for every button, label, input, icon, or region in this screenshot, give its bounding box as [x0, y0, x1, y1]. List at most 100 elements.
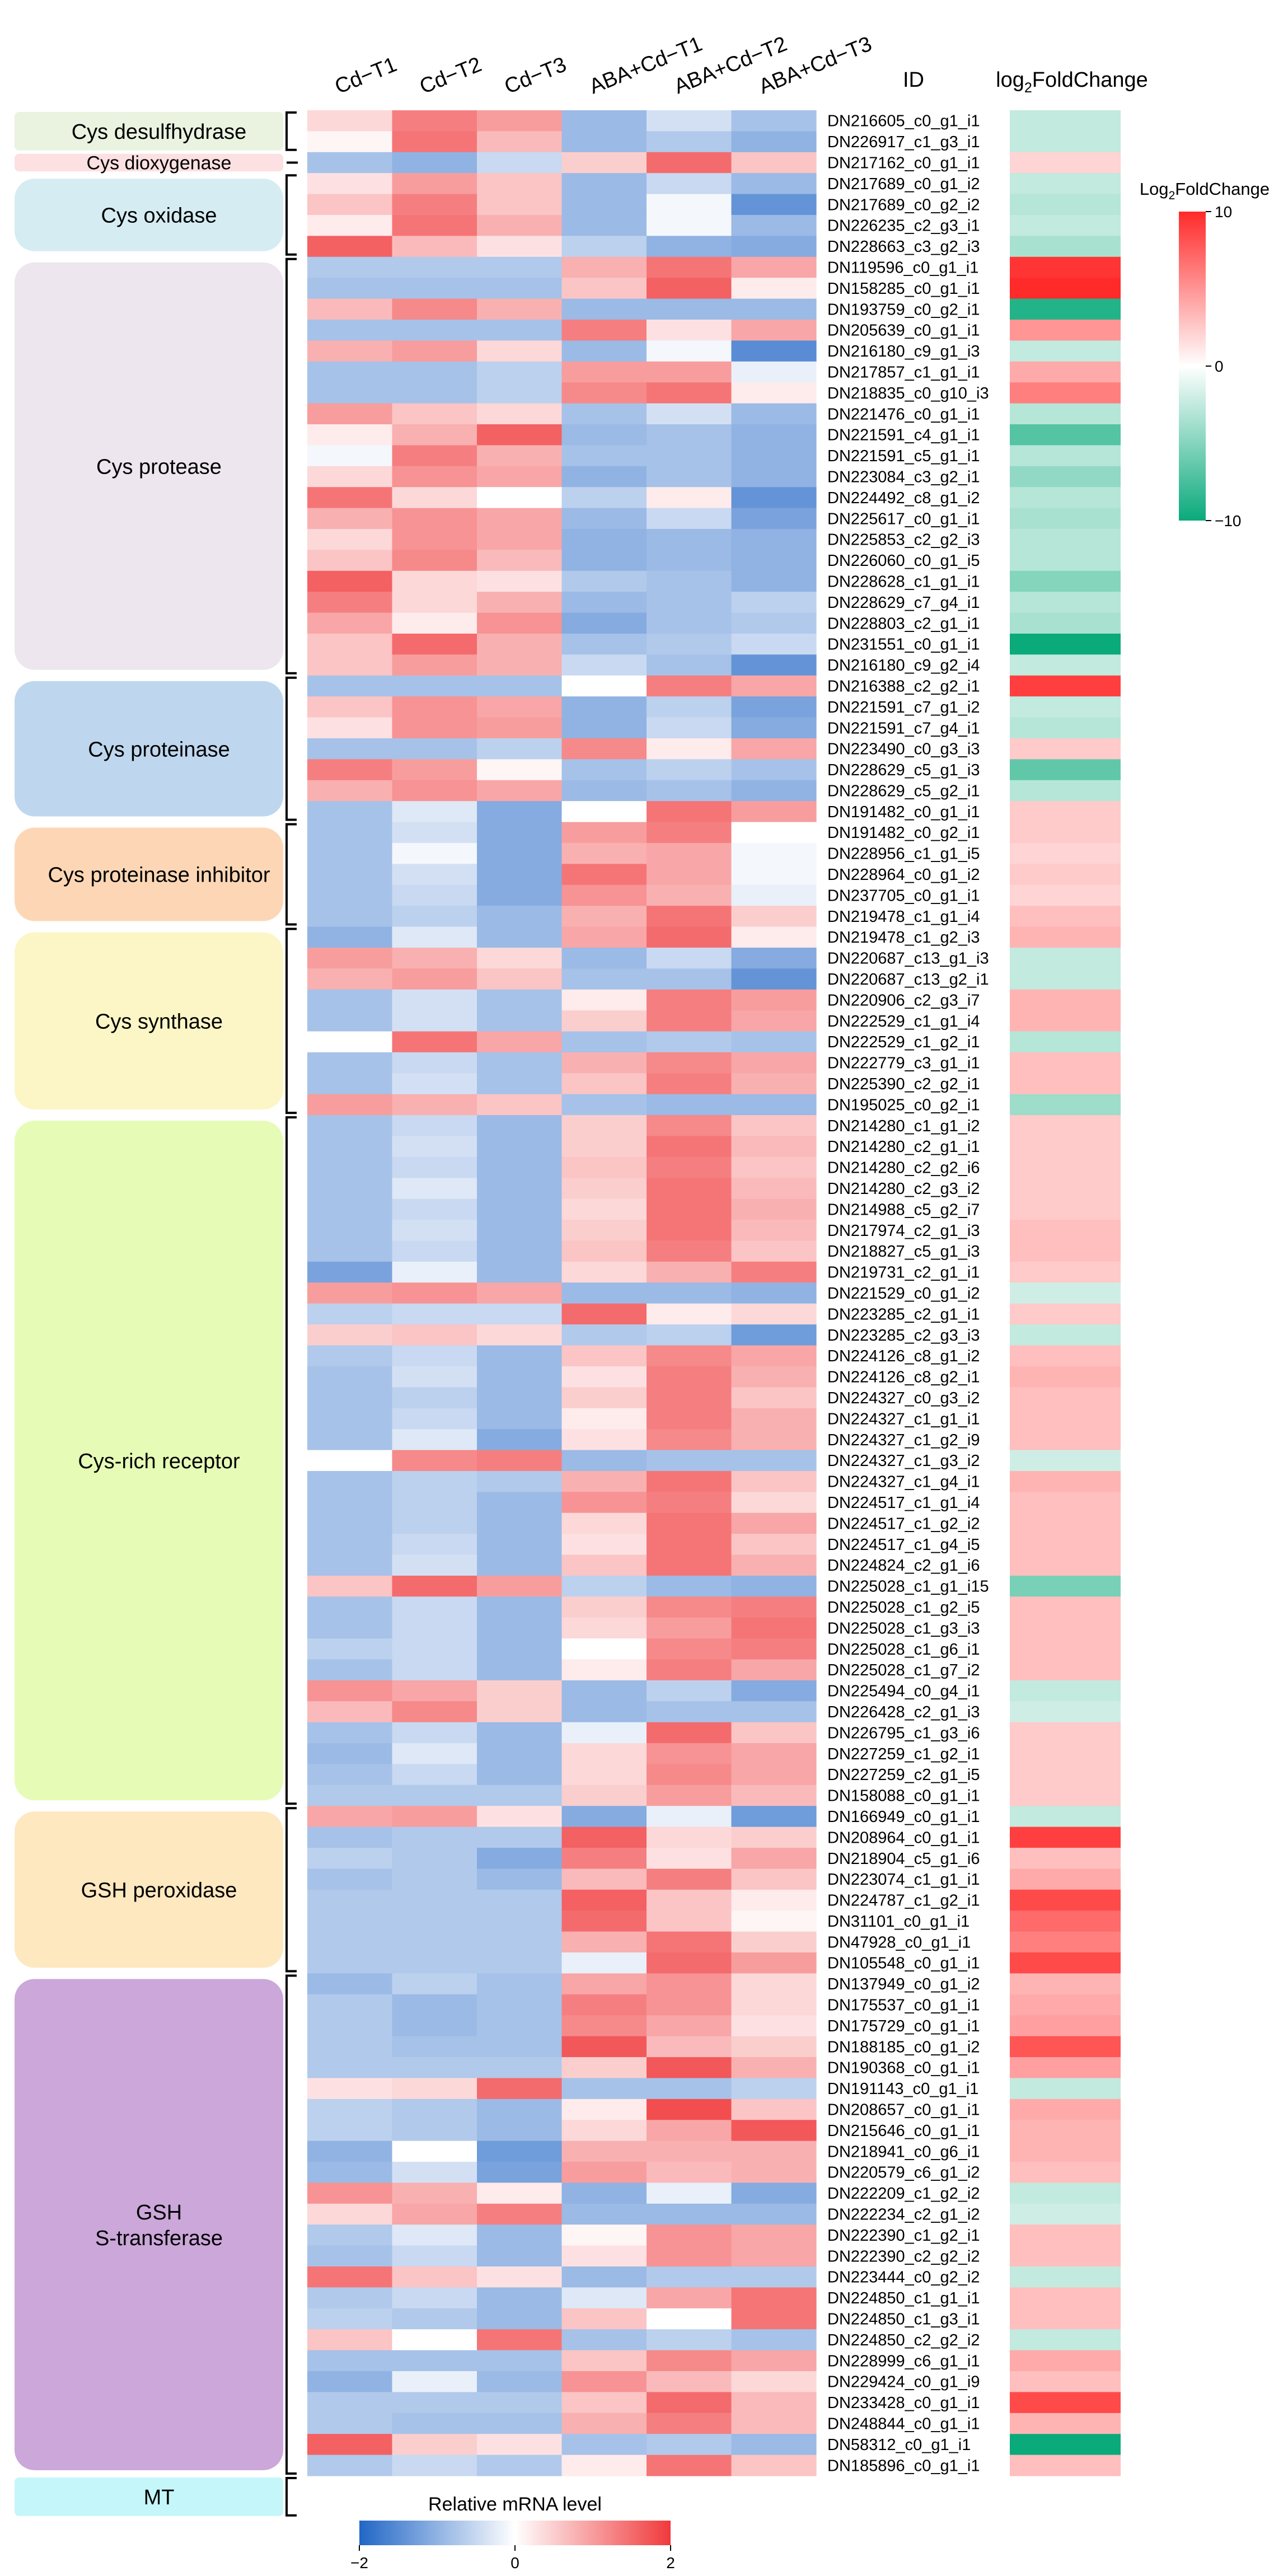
group-box: [15, 1121, 283, 1801]
heat-cell: [731, 1387, 817, 1409]
heat-cell: [477, 2413, 563, 2434]
heat-cell: [307, 968, 393, 990]
heat-cell: [392, 2308, 477, 2330]
heat-cell: [307, 2036, 393, 2058]
group-labels: Cys desulfhydrase Cys dioxygenase Cys oxid…: [15, 112, 283, 2516]
fold-change-cell: [1010, 361, 1121, 383]
heat-cell: [561, 173, 647, 195]
fold-change-cell: [1010, 2287, 1121, 2309]
heat-cell: [647, 1387, 732, 1409]
heat-cell: [477, 592, 563, 613]
fc-legend-tick-label-max: 10: [1215, 203, 1232, 221]
group-label: Cys proteinase: [88, 738, 230, 761]
heat-cell: [392, 1659, 477, 1681]
fold-change-cell: [1010, 926, 1121, 948]
heat-cell: [647, 1973, 732, 1995]
heat-cell: [561, 1512, 647, 1534]
heat-cell: [392, 2078, 477, 2100]
fold-change-cell: [1010, 696, 1121, 718]
row-id-label: DN219478_c1_g2_i3: [827, 929, 980, 947]
heat-cell: [477, 1220, 563, 1242]
fold-change-cell: [1010, 1534, 1121, 1556]
heat-cell: [477, 633, 563, 655]
heat-cell: [647, 1994, 732, 2016]
group-label: S-transferase: [95, 2227, 223, 2250]
fold-change-cell: [1010, 214, 1121, 236]
heat-cell: [731, 1136, 817, 1158]
heat-cell: [731, 2434, 817, 2456]
heat-cell: [307, 2182, 393, 2204]
heat-cell: [477, 1366, 563, 1388]
heat-cell: [307, 926, 393, 948]
heat-cell: [731, 612, 817, 634]
row-id-label: DN231551_c0_g1_i1: [827, 636, 980, 654]
heat-legend-tick-label-zero: 0: [510, 2554, 519, 2572]
heat-cell: [392, 340, 477, 362]
group-bracket: [285, 2477, 297, 2517]
heat-cell: [307, 2162, 393, 2184]
heat-cell: [731, 2350, 817, 2372]
heat-cell: [561, 1115, 647, 1137]
row-id-label: DN214280_c2_g1_i1: [827, 1138, 980, 1156]
heat-cell: [392, 2350, 477, 2372]
heat-cell: [731, 1031, 817, 1053]
heat-cell: [392, 1868, 477, 1890]
heat-cell: [731, 1889, 817, 1911]
row-id-label: DN158285_c0_g1_i1: [827, 280, 980, 298]
fold-change-cell: [1010, 1596, 1121, 1618]
row-id-label: DN223285_c2_g1_i1: [827, 1305, 980, 1323]
heat-cell: [561, 1470, 647, 1492]
fold-change-cell: [1010, 1345, 1121, 1367]
fold-change-cell: [1010, 780, 1121, 802]
heat-cell: [477, 1659, 563, 1681]
heat-cell: [647, 1220, 732, 1242]
heat-cell: [477, 717, 563, 739]
heat-cell: [307, 1031, 393, 1053]
fold-change-cell: [1010, 633, 1121, 655]
heat-cell: [307, 1240, 393, 1262]
heat-cell: [647, 1073, 732, 1095]
row-id-label: DN224850_c1_g1_i1: [827, 2289, 980, 2307]
heat-cell: [731, 801, 817, 823]
heat-cell: [731, 968, 817, 990]
heat-cell: [561, 1178, 647, 1200]
heat-cell: [307, 1680, 393, 1702]
heat-cell: [392, 361, 477, 383]
heat-cell: [561, 842, 647, 864]
fold-change-cell: [1010, 1115, 1121, 1137]
heat-cell: [647, 2350, 732, 2372]
heat-cell: [561, 989, 647, 1011]
group-label: GSH: [136, 2201, 182, 2224]
heat-cell: [392, 1910, 477, 1932]
heat-cell: [477, 2245, 563, 2267]
heat-cell: [392, 1324, 477, 1346]
heat-cell: [731, 1198, 817, 1220]
fold-change-cell: [1010, 947, 1121, 969]
heat-cell: [477, 1910, 563, 1932]
row-id-label: DN224517_c1_g4_i5: [827, 1536, 980, 1554]
heat-cell: [392, 738, 477, 760]
heat-cell: [731, 2392, 817, 2414]
heat-cell: [477, 1868, 563, 1890]
fold-change-cell: [1010, 570, 1121, 592]
row-id-label: DN233428_c0_g1_i1: [827, 2394, 980, 2412]
heat-cell: [647, 2203, 732, 2225]
fold-change-cell: [1010, 1240, 1121, 1262]
heat-cell: [647, 2120, 732, 2142]
heat-cell: [561, 864, 647, 886]
heat-cell: [307, 278, 393, 299]
heat-cell: [647, 528, 732, 550]
fold-change-cell: [1010, 528, 1121, 550]
heat-cell: [392, 1617, 477, 1639]
group-label: Cys synthase: [95, 1010, 223, 1034]
heat-cell: [477, 1512, 563, 1534]
heat-cell: [647, 382, 732, 404]
fold-change-cell: [1010, 864, 1121, 886]
heat-cell: [307, 550, 393, 572]
column-header-3: Cd−T3: [501, 53, 569, 99]
heat-cell: [561, 1848, 647, 1870]
fold-change-cell: [1010, 152, 1121, 174]
heat-cell: [307, 1387, 393, 1409]
row-id-label: DN214280_c2_g2_i6: [827, 1159, 980, 1177]
fold-change-cell: [1010, 1848, 1121, 1870]
